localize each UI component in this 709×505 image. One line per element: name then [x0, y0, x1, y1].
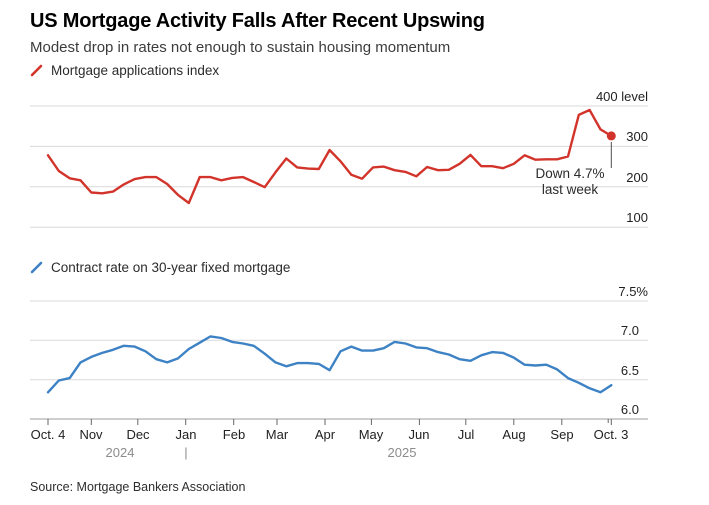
y-axis-label: 6.5: [620, 363, 639, 378]
x-axis-label: May: [358, 427, 384, 442]
y-axis-label: 200: [626, 170, 648, 185]
blue-line-legend-icon: [30, 261, 43, 274]
x-axis-label: Oct. 4: [30, 427, 66, 442]
x-axis-label: Dec: [126, 427, 150, 442]
x-axis-label: Mar: [265, 427, 289, 442]
x-axis-label: Jul: [457, 427, 475, 442]
annotation-line-1: Down 4.7%: [535, 166, 605, 181]
x-axis-label: Jun: [408, 427, 430, 442]
applications-index-line: [46, 108, 613, 205]
year-label: 2024: [105, 445, 135, 460]
year-divider: |: [184, 445, 188, 460]
red-line-legend-icon: [30, 64, 43, 77]
legend-mortgage-applications-index: Mortgage applications index: [30, 63, 219, 78]
x-axis-label: Jan: [175, 427, 197, 442]
page-title: US Mortgage Activity Falls After Recent …: [30, 10, 485, 32]
x-axis-label: Sep: [550, 427, 574, 442]
y-axis-label: 300: [626, 129, 648, 144]
x-axis-label: Nov: [79, 427, 103, 442]
legend-contract-rate: Contract rate on 30-year fixed mortgage: [30, 260, 290, 275]
x-axis-label: Aug: [502, 427, 526, 442]
source-note: Source: Mortgage Bankers Association: [30, 480, 246, 494]
y-axis-label: 7.0: [620, 323, 639, 338]
y-axis-label: 400 level: [595, 89, 648, 104]
x-axis-label: Oct. 3: [593, 427, 629, 442]
last-point-dot: [606, 131, 616, 141]
x-axis-label: Apr: [314, 427, 336, 442]
legend-label: Contract rate on 30-year fixed mortgage: [51, 260, 291, 275]
contract-rate-line: [46, 335, 613, 394]
y-axis-label: 6.0: [620, 402, 639, 417]
year-label: 2025: [387, 445, 417, 460]
annotation-line-2: last week: [541, 182, 599, 197]
y-axis-label: 7.5%: [618, 284, 648, 299]
last-week-annotation: Down 4.7% last week: [500, 166, 640, 198]
subtitle: Modest drop in rates not enough to susta…: [30, 39, 451, 56]
y-axis-label: 100: [626, 210, 648, 225]
x-axis-label: Feb: [222, 427, 246, 442]
legend-label: Mortgage applications index: [51, 63, 220, 78]
